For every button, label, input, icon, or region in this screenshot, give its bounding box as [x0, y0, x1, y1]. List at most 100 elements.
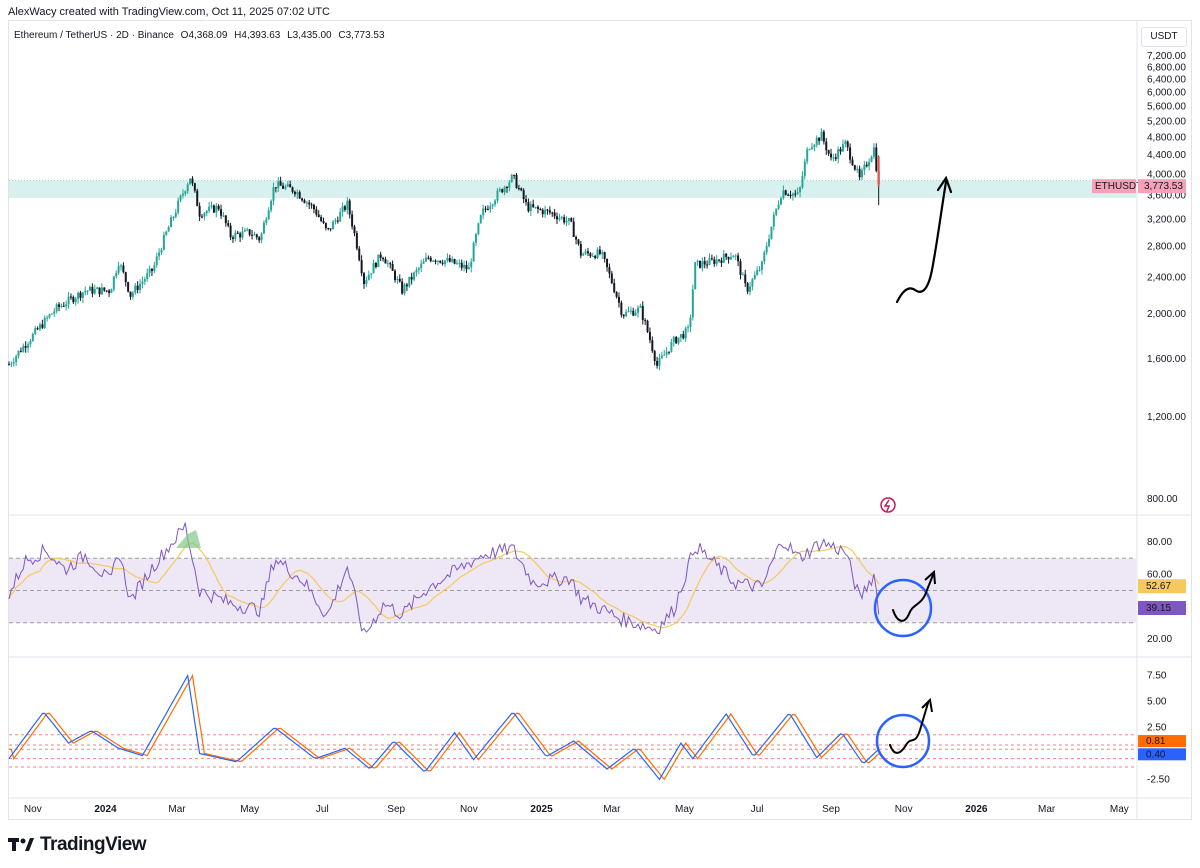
candle-body [322, 221, 325, 223]
candle-body [470, 261, 473, 268]
candle-body [613, 283, 616, 293]
rsi-overbought-fill [176, 530, 201, 548]
candle-body [572, 221, 575, 237]
candle-body [589, 253, 592, 257]
candle-body [184, 191, 187, 194]
candle-body [856, 168, 859, 170]
candle-body [277, 181, 280, 189]
candle-body [758, 269, 761, 271]
candle-body [332, 221, 335, 230]
candle-body [379, 254, 382, 258]
candle-body [24, 345, 27, 348]
candle-body [722, 253, 725, 263]
candle-body [48, 314, 51, 318]
candle-body [844, 141, 847, 145]
candle-body [646, 320, 649, 332]
rsi-axis-tick: 60.00 [1147, 569, 1172, 580]
candle-body [67, 296, 70, 305]
candle-body [282, 185, 285, 189]
candle-body [224, 215, 227, 224]
candle-body [177, 200, 180, 213]
candle-body [227, 223, 230, 226]
candle-body [475, 234, 478, 243]
candle-body [436, 260, 439, 262]
candle-body [827, 150, 830, 154]
osc-axis-tick: 2.50 [1147, 723, 1167, 734]
candle-body [703, 261, 706, 265]
candle-body [472, 242, 475, 262]
candle-body [675, 336, 678, 344]
candle-body [789, 194, 792, 196]
rsi-axis-tick: 80.00 [1147, 537, 1172, 548]
candle-body [651, 340, 654, 352]
candle-body [625, 311, 628, 317]
candle-body [560, 217, 563, 219]
candle-body [522, 190, 525, 200]
candle-body [503, 187, 506, 193]
time-axis-tick: Sep [387, 804, 405, 815]
time-axis-tick: May [1110, 804, 1129, 815]
candle-body [663, 354, 666, 356]
candle-body [791, 193, 794, 196]
candle-body [546, 209, 549, 211]
rsi-arrow [892, 574, 934, 622]
candle-body [453, 258, 456, 264]
candle-body [84, 290, 87, 293]
candle-body [272, 187, 275, 201]
candle-body [212, 205, 215, 213]
candle-body [355, 233, 358, 249]
candle-body [298, 192, 301, 199]
currency-button[interactable]: USDT [1141, 27, 1187, 47]
candle-body [222, 215, 225, 217]
candle-body [684, 328, 687, 339]
lightning-bolt-icon [883, 499, 891, 512]
candle-body [810, 147, 813, 150]
candle-body [841, 144, 844, 152]
close-value: C3,773.53 [338, 30, 385, 41]
price-axis-tick: 4,400.00 [1147, 150, 1186, 161]
symbol-label[interactable]: Ethereum / TetherUS · 2D · Binance [14, 30, 174, 41]
candle-body [291, 187, 294, 192]
last-price-symbol: ETHUSDT [1095, 181, 1142, 192]
candle-body [60, 305, 63, 307]
candle-body [274, 187, 277, 189]
candle-body [575, 236, 578, 240]
candle-body [346, 200, 349, 210]
candle-body [536, 206, 539, 210]
candle-body [29, 341, 32, 345]
candle-body [429, 257, 432, 262]
candle-body [167, 227, 170, 232]
time-axis-tick: Mar [603, 804, 621, 815]
last-price-badge [1138, 179, 1186, 194]
time-axis-tick: Mar [1038, 804, 1056, 815]
candle-body [41, 324, 44, 328]
candle-body [825, 141, 828, 151]
candle-body [865, 164, 868, 167]
candle-body [215, 205, 218, 213]
candle-body [820, 131, 823, 141]
price-axis-tick: 6,000.00 [1147, 88, 1186, 99]
candle-body [725, 253, 728, 257]
candle-body [343, 206, 346, 210]
lightning-icon [880, 497, 896, 513]
candle-body [441, 262, 444, 264]
candle-body [236, 232, 239, 234]
candle-body [689, 317, 692, 328]
candle-body [567, 218, 570, 221]
candle-body [122, 265, 125, 273]
candle-body [150, 268, 153, 272]
candle-body [679, 334, 682, 338]
candle-body [486, 208, 489, 210]
candle-body [756, 270, 759, 276]
candle-body [36, 328, 39, 330]
candle-body [12, 362, 15, 364]
high-value: H4,393.63 [234, 30, 281, 41]
candle-body [112, 276, 115, 290]
candle-body [732, 255, 735, 258]
chart-frame [8, 20, 1192, 820]
candle-body [417, 268, 420, 270]
candle-body [627, 311, 630, 313]
candle-body [851, 159, 854, 166]
candle-body [870, 156, 873, 162]
